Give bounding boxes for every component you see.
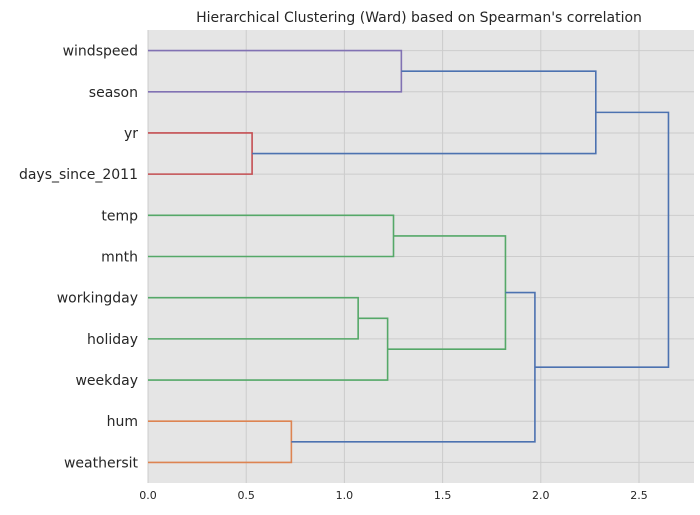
- dendrogram-links: [148, 49, 670, 464]
- leaf-label-season: season: [89, 85, 138, 101]
- leaf-label-holiday: holiday: [87, 332, 138, 348]
- x-tick-label-2: 1.0: [336, 489, 354, 502]
- leaf-label-weekday: weekday: [75, 373, 138, 389]
- leaf-label-yr: yr: [124, 126, 138, 142]
- link-m10: [534, 111, 670, 368]
- chart-title: Hierarchical Clustering (Ward) based on …: [196, 10, 642, 26]
- leaf-label-temp: temp: [101, 208, 138, 224]
- leaf-label-days_since_2011: days_since_2011: [19, 167, 138, 183]
- x-tick-label-1: 0.5: [237, 489, 255, 502]
- leaf-label-windspeed: windspeed: [63, 44, 138, 60]
- x-tick-label-4: 2.0: [532, 489, 550, 502]
- leaf-label-mnth: mnth: [101, 250, 138, 266]
- leaf-label-weathersit: weathersit: [64, 455, 139, 471]
- x-axis-ticks: 0.0 0.5 1.0 1.5 2.0 2.5: [139, 489, 648, 502]
- x-tick-label-3: 1.5: [434, 489, 452, 502]
- x-tick-label-0: 0.0: [139, 489, 157, 502]
- x-tick-label-5: 2.5: [630, 489, 648, 502]
- leaf-label-workingday: workingday: [57, 291, 138, 307]
- leaf-label-hum: hum: [107, 414, 138, 430]
